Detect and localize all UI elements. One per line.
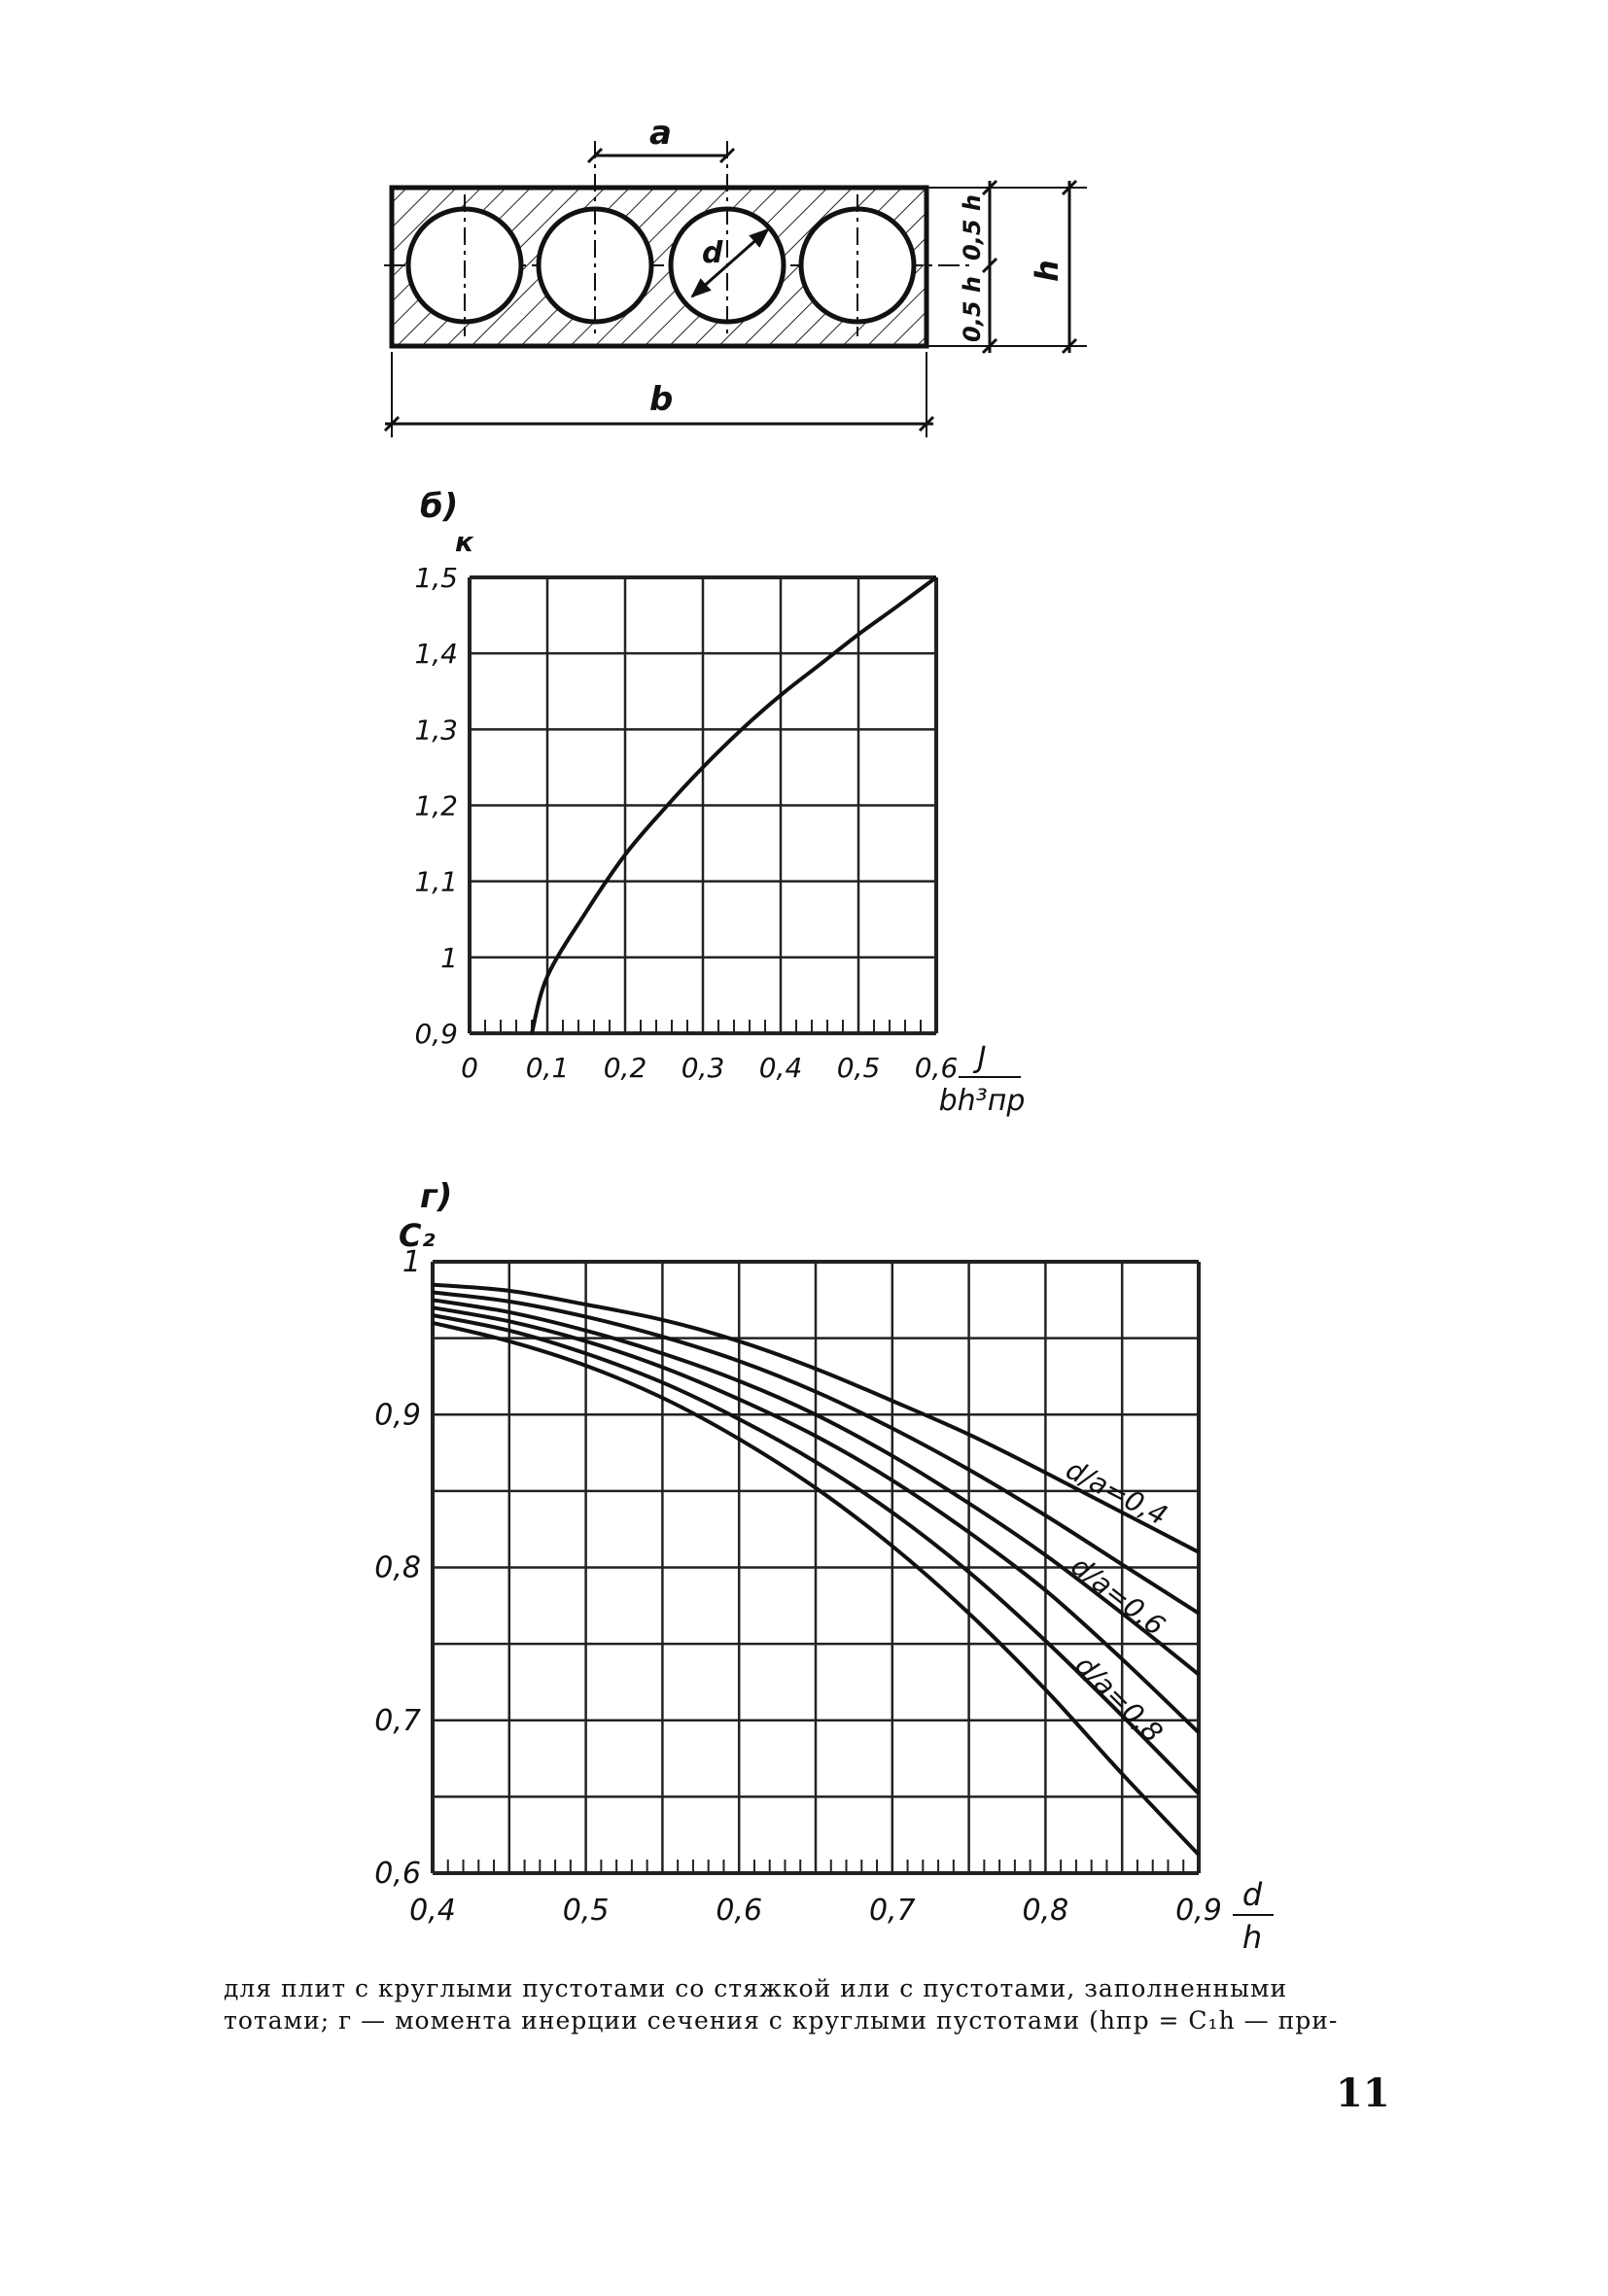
chart-c2-x-tick-labels: 0,4 0,5 0,6 0,7 0,8 0,9 — [409, 1894, 1222, 1928]
dimension-d-label: d — [702, 236, 723, 270]
dimension-d: d — [690, 227, 770, 298]
dimension-half-top-label: 0,5 h — [959, 194, 986, 261]
void-circle — [668, 141, 787, 336]
series-line — [530, 575, 938, 1034]
x-tick-label: 0,9 — [1175, 1894, 1222, 1928]
chart-c2-series-labels: d/a=0,4d/a=0,6d/a=0,8 — [1061, 1453, 1172, 1749]
chart-k-series — [530, 575, 938, 1034]
x-tick-label: 0,6 — [915, 1052, 959, 1084]
series-line — [432, 1320, 1201, 1857]
page-number: 11 — [1336, 2070, 1390, 2116]
x-tick-label: 0,8 — [1023, 1894, 1069, 1928]
chart-k-y-axis-label: к — [455, 526, 474, 558]
chart-c2-y-axis-label: C₂ — [399, 1217, 436, 1254]
chart-c2-minor-ticks — [446, 1860, 1185, 1873]
chart-c2-series — [432, 1282, 1201, 1857]
y-tick-label: 1 — [440, 942, 458, 974]
dimension-b-label: b — [649, 380, 673, 419]
y-tick-label: 1 — [402, 1245, 421, 1279]
y-tick-label: 0,9 — [374, 1398, 421, 1432]
dimension-a-label: a — [649, 114, 672, 153]
chart-k-x-axis-numerator: J — [973, 1041, 987, 1075]
x-tick-label: 0,1 — [526, 1052, 570, 1084]
chart-c2-y-tick-labels: 0,6 0,7 0,8 0,9 1 — [374, 1245, 421, 1891]
chart-c2-x-axis-numerator: d — [1242, 1876, 1263, 1913]
series-line — [432, 1298, 1201, 1677]
chart-k-grid — [468, 575, 938, 1035]
dimension-h: h — [1001, 179, 1087, 355]
chart-c2-panel-label: г) — [420, 1177, 452, 1216]
y-tick-label: 1,3 — [414, 713, 458, 746]
chart-k-panel-label: б) — [420, 487, 458, 526]
y-tick-label: 0,7 — [374, 1704, 421, 1738]
chart-k-vs-inertia: б) к 0 0,1 0,2 0,3 0,4 0,5 0,6 0,9 1 1,1 1,2 1,3 1,… — [414, 487, 1025, 1118]
y-tick-label: 0,9 — [414, 1018, 458, 1050]
dimension-a: a — [586, 114, 736, 164]
chart-k-x-tick-labels: 0 0,1 0,2 0,3 0,4 0,5 0,6 — [461, 1052, 958, 1084]
caption-line-1: для плит с круглыми пустотами со стяжкой… — [224, 1974, 1288, 2002]
dimension-h-label: h — [1029, 260, 1066, 282]
x-tick-label: 0 — [461, 1052, 478, 1084]
chart-c2-x-axis-label: d h — [1233, 1876, 1274, 1956]
x-tick-label: 0,2 — [604, 1052, 647, 1084]
dimension-half-bottom-label: 0,5 h — [959, 276, 986, 342]
void-circle — [536, 141, 654, 336]
dimension-b: b — [383, 352, 935, 437]
y-tick-label: 1,1 — [414, 866, 458, 898]
void-circle — [405, 194, 524, 336]
chart-k-minor-ticks — [484, 1020, 922, 1033]
slab-section-diagram: a d b 0,5 h 0,5 h — [383, 114, 1087, 437]
series-line — [432, 1290, 1201, 1616]
series-line — [432, 1313, 1201, 1795]
caption-line-2: тотами; г — момента инерции сечения с кр… — [224, 2006, 1339, 2035]
x-tick-label: 0,5 — [837, 1052, 881, 1084]
series-label: d/a=0,4 — [1061, 1453, 1172, 1532]
x-tick-label: 0,7 — [869, 1894, 916, 1928]
x-tick-label: 0,4 — [409, 1894, 456, 1928]
x-tick-label: 0,5 — [563, 1894, 610, 1928]
dimension-half-height: 0,5 h 0,5 h — [926, 179, 1001, 355]
chart-c2-x-axis-denominator: h — [1242, 1919, 1262, 1956]
chart-c2-vs-d-over-h: г) C₂ 0,4 0,5 0,6 0,7 0,8 0,9 0,6 0,7 0,8 0,9 1 d… — [374, 1177, 1274, 1956]
y-tick-label: 0,8 — [374, 1551, 421, 1585]
series-line — [432, 1282, 1200, 1554]
x-tick-label: 0,4 — [759, 1052, 803, 1084]
y-tick-label: 1,2 — [414, 790, 458, 822]
chart-c2-grid — [431, 1260, 1201, 1875]
series-line — [432, 1305, 1201, 1734]
void-circle — [798, 194, 917, 336]
y-tick-label: 0,6 — [374, 1857, 421, 1891]
chart-k-y-tick-labels: 0,9 1 1,1 1,2 1,3 1,4 1,5 — [414, 562, 458, 1050]
y-tick-label: 1,4 — [414, 638, 458, 670]
x-tick-label: 0,6 — [716, 1894, 762, 1928]
x-tick-label: 0,3 — [682, 1052, 725, 1084]
y-tick-label: 1,5 — [414, 562, 458, 594]
chart-k-x-axis-denominator: bh³пр — [939, 1084, 1026, 1118]
